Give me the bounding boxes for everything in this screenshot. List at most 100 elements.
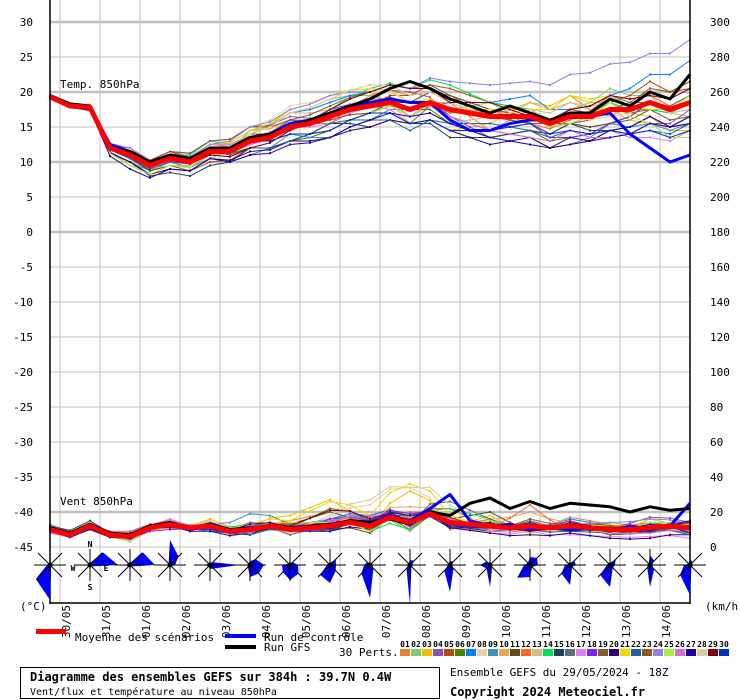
- perturbation-legend-swatch: [598, 649, 608, 656]
- perturbation-17-wind-point: [509, 532, 511, 535]
- perturbation-08-temp-point: [309, 101, 311, 104]
- perturbation-legend-swatch: [477, 649, 487, 656]
- perturbation-26-wind-point: [649, 532, 651, 534]
- perturbation-11-wind-point: [509, 521, 511, 524]
- perturbation-16-wind-point: [429, 503, 431, 506]
- perturbation-29-temp-point: [589, 105, 591, 107]
- perturbation-15-temp-point: [429, 122, 431, 125]
- left-tick-label: -25: [13, 401, 33, 414]
- perturbation-29-temp-point: [249, 147, 251, 149]
- perturbation-24-temp-point: [289, 108, 291, 111]
- perturbation-20-wind-point: [329, 530, 331, 533]
- perturbation-20-wind-point: [229, 534, 231, 537]
- date-tick-label: 12/06: [580, 605, 593, 638]
- perturbation-legend-number: 25: [664, 640, 674, 649]
- perturbation-legend-swatch: [642, 649, 652, 656]
- perturbation-28-temp-point: [629, 112, 631, 114]
- perturbation-legend-number: 29: [708, 640, 718, 649]
- perturbation-04-wind-point: [649, 516, 651, 519]
- perturbation-28-temp-point: [329, 98, 331, 100]
- wind-rose-center: [647, 562, 653, 568]
- perturbation-28-temp-point: [469, 108, 471, 111]
- perturbation-27-temp-point: [309, 141, 311, 144]
- perturbation-07-temp-point: [649, 73, 651, 76]
- wind-rose: [674, 549, 706, 595]
- wind-rose: [634, 549, 666, 587]
- legend-mean-swatch: [36, 629, 66, 634]
- wind-rose-center: [687, 562, 693, 568]
- perturbation-24-wind-point: [649, 518, 651, 520]
- perturbation-24-temp-point: [609, 63, 611, 65]
- perturbation-30-temp-point: [589, 133, 591, 135]
- wind-rose: [394, 549, 426, 605]
- perturbation-15-temp-point: [589, 129, 591, 132]
- perturbation-26-temp-point: [249, 143, 251, 146]
- perturbation-11-temp-point: [149, 169, 151, 172]
- perturbation-06-wind-point: [329, 507, 331, 510]
- perturbation-26-temp-point: [589, 136, 591, 139]
- perturbation-04-temp-point: [409, 91, 411, 93]
- perturbation-27-temp-point: [569, 136, 571, 139]
- perturbation-20-wind-point: [669, 533, 671, 536]
- perturbation-10-wind-point: [529, 511, 531, 513]
- perturbation-20-wind-point: [649, 537, 651, 540]
- perturbation-13-temp-point: [549, 112, 551, 114]
- legend-gfs-label: Run GFS: [264, 641, 310, 654]
- compass-label: N: [88, 540, 93, 549]
- perturbation-27-wind-point: [269, 521, 271, 524]
- perturbation-22-temp-point: [489, 122, 491, 125]
- perturbation-01-temp-point: [269, 131, 271, 134]
- perturbation-25-wind-point: [309, 521, 311, 524]
- perturbation-28-wind-point: [469, 516, 471, 519]
- perturbation-27-temp-point: [169, 168, 171, 170]
- date-tick-label: 01/06: [140, 605, 153, 638]
- perturbation-05-temp-point: [649, 80, 651, 83]
- perturbation-25-temp-point: [169, 164, 171, 167]
- perturbation-09-temp-point: [669, 129, 671, 132]
- perturbation-legend-swatch: [554, 649, 564, 656]
- perturbation-04-wind-point: [669, 517, 671, 520]
- perturbation-28-wind-point: [309, 523, 311, 526]
- perturbation-legend-number: 12: [521, 640, 531, 649]
- perturbation-19-wind-point: [609, 533, 611, 536]
- perturbation-29-temp-point: [409, 87, 411, 90]
- perturbation-21-temp-point: [589, 98, 591, 100]
- perturbation-26-wind-point: [129, 530, 131, 533]
- perturbation-17-wind-point: [169, 518, 171, 520]
- perturbation-15-temp-point: [149, 175, 151, 177]
- perturbation-01-wind-point: [449, 528, 451, 531]
- wind-rose-frequency-shape: [35, 563, 52, 600]
- perturbation-10-wind-point: [389, 506, 391, 509]
- perturbation-19-temp-point: [309, 113, 311, 116]
- perturbation-legend-number: 27: [686, 640, 696, 649]
- left-tick-label: 5: [26, 191, 33, 204]
- perturbation-29-temp-point: [469, 101, 471, 104]
- left-tick-label: 10: [20, 156, 33, 169]
- date-tick-label: 10/06: [500, 605, 513, 638]
- perturbation-08-temp-point: [289, 105, 291, 107]
- perturbation-10-temp-point: [269, 127, 271, 130]
- perturbation-15-wind-point: [89, 519, 91, 522]
- grid: [50, 0, 690, 603]
- perturbation-26-wind-point: [349, 514, 351, 517]
- perturbation-26-temp-point: [529, 136, 531, 139]
- perturbation-13-temp-point: [189, 164, 191, 167]
- perturbation-27-temp-point: [409, 115, 411, 118]
- perturbation-27-temp-point: [349, 126, 351, 128]
- left-tick-label: 30: [20, 16, 33, 29]
- perturbation-30-wind-point: [529, 521, 531, 524]
- wind-rose-center: [367, 562, 373, 568]
- date-tick-label: 03/06: [220, 605, 233, 638]
- perturbation-20-temp-point: [309, 140, 311, 142]
- right-tick-label: 280: [710, 51, 730, 64]
- perturbation-26-wind-point: [669, 529, 671, 532]
- perturbation-16-wind-point: [349, 518, 351, 520]
- perturbation-14-wind-point: [469, 512, 471, 515]
- perturbation-14-wind-point: [409, 528, 411, 531]
- perturbation-01-wind-point: [409, 511, 411, 513]
- wind-rose: N E S W: [71, 540, 118, 592]
- perturbation-24-temp-point: [189, 155, 191, 158]
- perturbation-03-wind-point: [489, 514, 491, 517]
- perturbation-legend-number: 14: [543, 640, 553, 649]
- date-tick-label: 07/06: [380, 605, 393, 638]
